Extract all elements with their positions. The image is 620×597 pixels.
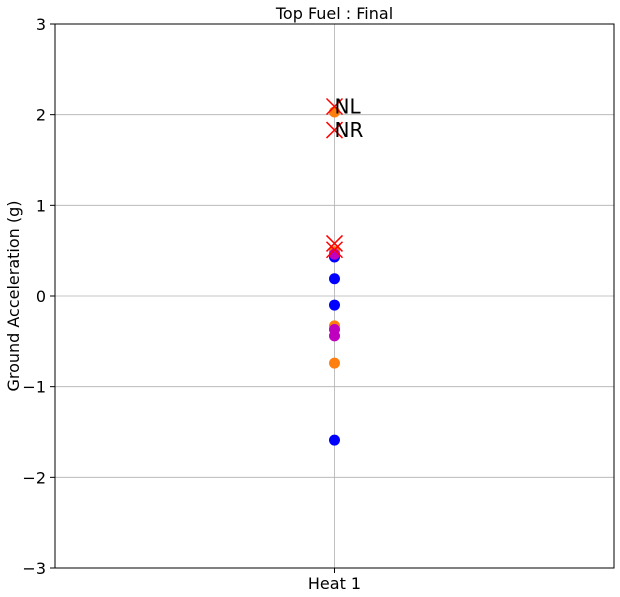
blue-data-point: [329, 434, 340, 446]
orange-data-point: [329, 357, 340, 369]
blue-data-point: [329, 299, 340, 311]
y-tick-label: 2: [36, 106, 46, 125]
annotation-label: NR: [335, 118, 364, 142]
y-tick-label: 0: [36, 287, 46, 306]
y-tick-label: −1: [22, 378, 46, 397]
red-x-marker: [325, 234, 344, 252]
y-tick-label: −2: [22, 468, 46, 487]
y-axis-label: Ground Acceleration (g): [4, 200, 23, 391]
y-tick-label: −3: [22, 559, 46, 578]
x-tick-label: Heat 1: [308, 574, 361, 593]
red-x-marker: [325, 241, 344, 259]
chart-title: Top Fuel : Final: [275, 4, 393, 23]
axis-ticks: −3 −2 −1 0 1 2 3 Heat 1: [22, 15, 361, 593]
magenta-data-point: [329, 330, 340, 342]
data-points: [325, 97, 344, 446]
y-tick-label: 1: [36, 196, 46, 215]
annotation-label: NL: [335, 95, 362, 119]
red-x-marker: [325, 97, 344, 116]
y-tick-label: 3: [36, 15, 46, 34]
blue-data-point: [329, 273, 340, 285]
red-x-marker: [325, 121, 344, 139]
